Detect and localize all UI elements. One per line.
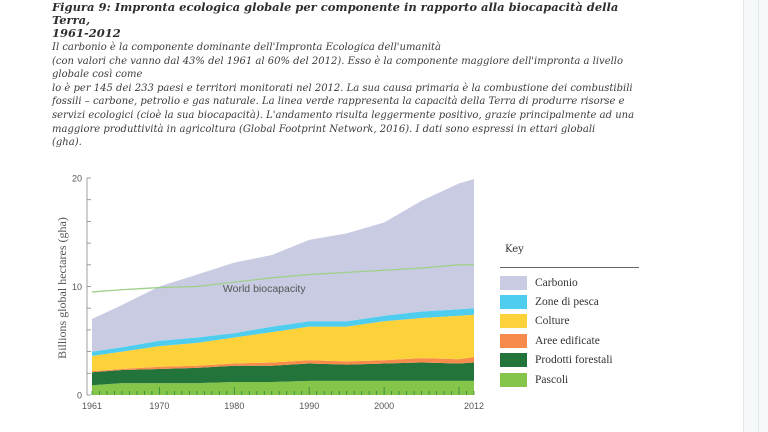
y-tick-label: 0 — [77, 391, 82, 401]
legend-divider — [500, 267, 639, 268]
side-panel-divider — [758, 0, 759, 432]
area-carbonio — [92, 179, 474, 352]
legend-swatch — [500, 353, 527, 368]
legend-swatch — [500, 275, 527, 290]
legend-item: Colture — [500, 312, 640, 331]
legend-label: Colture — [535, 315, 570, 328]
chart-legend: Key Carbonio Zone di pesca Colture Aree edi… — [500, 244, 640, 389]
title-line: 1961-2012 — [52, 26, 121, 40]
biocapacity-label: World biocapacity — [223, 283, 306, 295]
area-zone-di-pesca — [92, 308, 474, 356]
description-line: maggiore produttività in agricoltura (Gl… — [52, 123, 596, 135]
x-tick-label: 1961 — [82, 401, 102, 411]
legend-swatch — [500, 372, 527, 387]
figure-caption: Figura 9: Impronta ecologica globale per… — [52, 1, 652, 150]
description-line: (con valori che vanno dal 43% del 1961 a… — [52, 55, 624, 67]
legend-title: Key — [505, 244, 524, 255]
legend-label: Aree edificate — [535, 334, 600, 347]
legend-label: Prodotti forestali — [535, 354, 613, 367]
y-tick-label: 10 — [72, 282, 82, 292]
legend-label: Zone di pesca — [535, 296, 599, 309]
legend-label: Pascoli — [535, 373, 569, 386]
legend-item: Prodotti forestali — [500, 351, 640, 370]
axes: 0 10 20 1961 1970 1980 1990 2000 2012 — [72, 174, 484, 412]
stacked-areas: World biocapacity — [91, 179, 474, 395]
y-axis-label: Billions global hectares (gha) — [55, 217, 69, 359]
legend-item: Pascoli — [500, 370, 640, 389]
x-tick-label: 2012 — [464, 401, 484, 411]
legend-item: Aree edificate — [500, 331, 640, 350]
figure-title: Figura 9: Impronta ecologica globale per… — [52, 1, 652, 40]
description-line: Il carbonio è la componente dominante de… — [52, 42, 442, 53]
legend-swatch — [500, 333, 527, 348]
area-colture — [92, 314, 474, 372]
title-line: Figura 9: Impronta ecologica globale per… — [52, 0, 619, 27]
figure-description: Il carbonio è la componente dominante de… — [52, 41, 652, 150]
legend-swatch — [500, 295, 527, 310]
description-line: fossili – carbone, petrolio e gas natura… — [52, 96, 625, 108]
description-line: servizi ecologici (cioè la sua biocapaci… — [52, 109, 635, 121]
area-pascoli — [92, 380, 474, 395]
area-aree-edificate — [92, 357, 474, 373]
x-tick-label: 1970 — [149, 401, 169, 411]
legend-swatch — [500, 314, 527, 329]
x-tick-label: 2000 — [374, 401, 394, 411]
legend-item: Zone di pesca — [500, 292, 640, 311]
description-line: lo è per 145 dei 233 paesi e territori m… — [52, 82, 633, 94]
description-line: (gha). — [52, 137, 82, 149]
y-tick-label: 20 — [72, 174, 82, 184]
x-tick-label: 1990 — [299, 401, 319, 411]
description-line: globale così come — [52, 69, 143, 81]
x-tick-label: 1980 — [224, 401, 244, 411]
legend-item: Carbonio — [500, 273, 640, 292]
biocapacity-line — [91, 264, 474, 293]
legend-label: Carbonio — [535, 276, 578, 289]
footprint-area-chart: World biocapacity 0 10 20 1961 1970 1980 1990 2… — [55, 174, 484, 412]
side-panel — [743, 0, 768, 432]
